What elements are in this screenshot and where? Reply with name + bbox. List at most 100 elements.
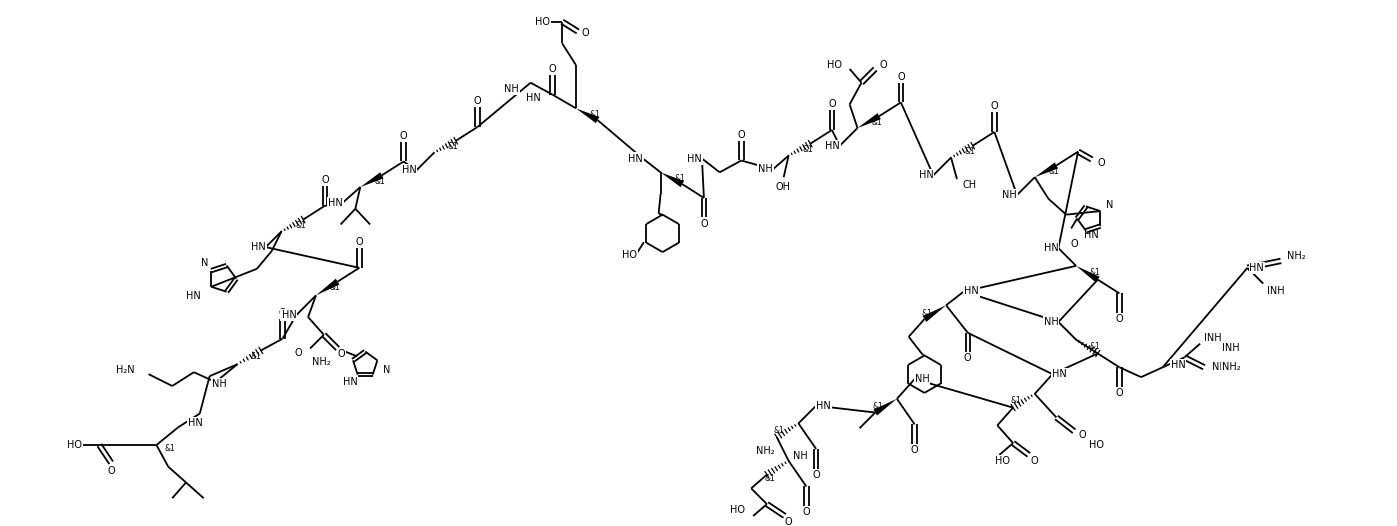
Text: O: O [879,60,887,70]
Text: HN: HN [251,242,265,252]
Text: HN: HN [342,377,358,387]
Text: O: O [583,28,590,38]
Text: HN: HN [402,165,416,175]
Text: &1: &1 [374,177,384,186]
Text: NH: NH [915,374,929,384]
Text: O: O [964,353,971,363]
Text: NH₂: NH₂ [1222,362,1241,372]
Text: NH: NH [212,379,226,389]
Text: HN: HN [1249,263,1264,273]
Text: NH: NH [1002,190,1017,200]
Text: INH: INH [1222,342,1239,352]
Text: HN: HN [816,401,831,411]
Text: &1: &1 [922,309,932,318]
Text: H₂N: H₂N [116,365,134,375]
Polygon shape [316,279,339,296]
Text: O: O [295,348,302,358]
Text: O: O [897,72,905,82]
Text: OH: OH [775,182,791,192]
Text: HN: HN [629,154,643,164]
Text: NH₂: NH₂ [1287,251,1305,261]
Text: HO: HO [827,60,842,70]
Text: &1: &1 [330,283,341,292]
Text: HN: HN [186,291,201,301]
Polygon shape [576,108,599,123]
Text: &1: &1 [764,474,775,483]
Text: HO: HO [731,505,745,515]
Text: O: O [802,507,810,517]
Text: HO: HO [535,17,550,27]
Text: &1: &1 [872,402,883,411]
Text: O: O [400,131,408,141]
Text: &1: &1 [774,426,785,435]
Text: HN: HN [1052,369,1067,379]
Text: HO: HO [67,440,81,450]
Text: &1: &1 [251,352,261,361]
Polygon shape [858,113,882,128]
Text: O: O [338,349,345,359]
Text: NH₂: NH₂ [312,357,330,367]
Text: NH₂: NH₂ [1213,362,1231,372]
Text: HN: HN [964,287,979,297]
Text: &1: &1 [675,174,685,183]
Text: HO: HO [1088,440,1104,450]
Text: O: O [321,175,328,185]
Text: &1: &1 [1010,396,1021,405]
Text: O: O [1031,456,1038,466]
Text: O: O [1078,430,1085,440]
Text: &1: &1 [965,147,975,156]
Text: HN: HN [1044,243,1059,253]
Text: HN: HN [687,154,701,164]
Polygon shape [360,172,384,187]
Text: O: O [990,102,999,112]
Text: INH: INH [1204,333,1222,343]
Text: &1: &1 [1049,167,1059,176]
Text: &1: &1 [295,221,306,230]
Text: HN: HN [328,198,342,208]
Text: CH: CH [963,180,977,190]
Text: HN: HN [525,94,541,104]
Text: O: O [1070,239,1078,249]
Text: HN: HN [189,418,203,428]
Text: &1: &1 [1090,268,1101,277]
Text: &1: &1 [165,444,175,453]
Text: HN: HN [826,141,840,151]
Text: O: O [700,218,708,228]
Text: O: O [278,308,286,318]
Polygon shape [873,399,897,416]
Text: N: N [1105,200,1113,210]
Text: O: O [108,466,115,476]
Text: NH: NH [504,84,518,94]
Polygon shape [661,173,685,187]
Text: &1: &1 [1090,342,1101,351]
Text: &1: &1 [802,145,813,154]
Text: &1: &1 [448,142,458,151]
Text: O: O [1116,314,1123,324]
Polygon shape [922,305,946,322]
Text: O: O [785,517,792,526]
Text: HN: HN [1171,360,1186,370]
Text: NH: NH [792,451,807,461]
Text: O: O [549,64,556,74]
Text: O: O [474,96,481,106]
Polygon shape [1035,163,1058,177]
Text: HN: HN [919,170,933,180]
Text: HN: HN [282,310,296,320]
Text: O: O [1116,388,1123,398]
Text: INH: INH [1267,287,1285,297]
Text: N: N [201,258,208,268]
Text: O: O [1098,158,1105,168]
Text: NH₂: NH₂ [756,446,775,456]
Text: O: O [911,445,918,455]
Text: HN: HN [1084,230,1099,240]
Text: O: O [355,237,363,247]
Text: HO: HO [995,456,1010,466]
Polygon shape [1076,266,1099,282]
Text: &1: &1 [872,118,882,127]
Text: O: O [812,470,820,480]
Text: NH: NH [1044,317,1059,327]
Text: HO: HO [622,250,637,260]
Text: NH: NH [759,164,773,174]
Text: O: O [828,99,835,109]
Text: O: O [738,130,745,140]
